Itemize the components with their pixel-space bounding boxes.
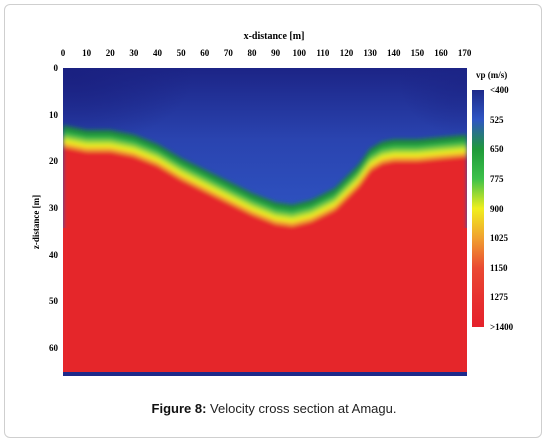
x-tick-label: 90 (271, 48, 281, 58)
x-tick-label: 100 (292, 48, 307, 58)
colorbar-label: >1400 (490, 322, 514, 332)
colorbar-label: <400 (490, 85, 509, 95)
bottom-strip (63, 372, 467, 376)
y-tick-label: 60 (49, 343, 58, 353)
x-tick-label: 170 (457, 48, 472, 58)
x-tick-label: 0 (60, 48, 66, 58)
colorbar-label: 1025 (490, 233, 508, 244)
x-tick-label: 130 (363, 48, 377, 58)
colorbar-label: 525 (490, 114, 504, 125)
x-tick-label: 160 (434, 48, 448, 58)
x-tick-label: 60 (200, 48, 210, 58)
velocity-heatmap (63, 68, 467, 376)
x-tick-label: 150 (410, 48, 425, 58)
caption-text: Velocity cross section at Amagu. (210, 401, 397, 416)
y-tick-label: 20 (49, 156, 58, 167)
y-tick-label: 40 (49, 249, 58, 260)
x-axis-label: x-distance [m] (243, 31, 305, 42)
y-tick-label: 10 (49, 109, 58, 120)
colorbar-label: 1150 (490, 262, 508, 273)
x-tick-label: 80 (247, 48, 257, 58)
figure-caption: Figure 8: Velocity cross section at Amag… (0, 401, 548, 416)
colorbar (472, 90, 484, 327)
y-tick-label: 30 (49, 203, 58, 213)
x-tick-label: 40 (153, 48, 162, 58)
x-tick-label: 110 (316, 48, 330, 58)
x-tick-label: 120 (339, 48, 354, 58)
x-tick-label: 70 (223, 48, 233, 58)
colorbar-label: 775 (490, 173, 504, 184)
colorbar-label: 900 (490, 203, 504, 214)
colorbar-label: 650 (490, 144, 504, 155)
x-tick-label: 140 (387, 48, 401, 58)
red-layer-top (63, 146, 467, 376)
colorbar-title: vp (m/s) (476, 70, 508, 80)
x-tick-label: 10 (82, 48, 92, 58)
x-tick-label: 50 (176, 48, 186, 58)
y-tick-label: 0 (53, 63, 59, 73)
caption-prefix: Figure 8: (151, 401, 207, 416)
x-tick-label: 30 (129, 48, 139, 58)
x-tick-label: 20 (105, 48, 115, 58)
colorbar-label: 1275 (490, 292, 508, 303)
y-tick-label: 50 (49, 296, 58, 307)
